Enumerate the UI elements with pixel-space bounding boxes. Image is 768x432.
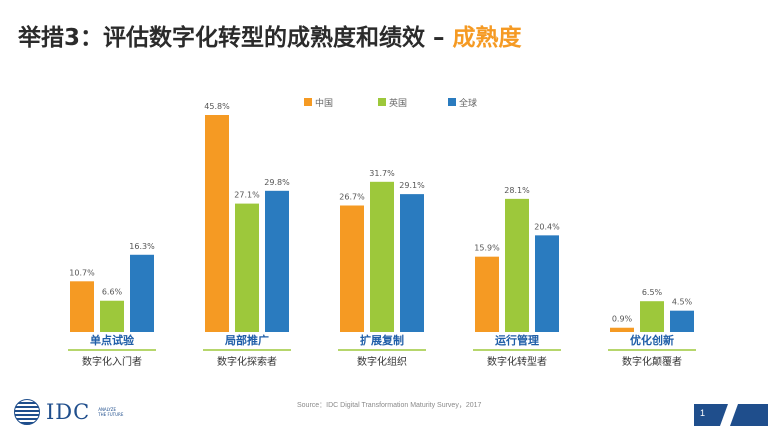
bar-value-label-1-1: 27.1%: [234, 191, 260, 200]
legend-swatch-0: [304, 98, 312, 106]
bar-value-label-0-1: 6.6%: [102, 288, 123, 297]
bar-4-0: [610, 327, 634, 332]
bar-value-label-3-2: 20.4%: [534, 222, 560, 231]
title-main: 举措3：评估数字化转型的成熟度和绩效 –: [18, 25, 453, 51]
stage-label-1: 局部推广: [224, 333, 269, 347]
bar-value-label-0-0: 10.7%: [69, 268, 95, 277]
page-number-box: 1: [694, 404, 768, 426]
logo-text: IDC: [46, 400, 91, 424]
bar-2-0: [340, 205, 364, 332]
bar-0-2: [130, 254, 154, 332]
bar-1-1: [235, 203, 259, 332]
page-box-notch: [719, 404, 739, 426]
bar-value-label-1-0: 45.8%: [204, 102, 230, 111]
legend-label-2: 全球: [459, 97, 477, 109]
source-note: Source：IDC Digital Transformation Maturi…: [297, 402, 482, 409]
stage-label-4: 优化创新: [630, 333, 674, 347]
bar-value-label-4-2: 4.5%: [672, 298, 693, 307]
legend-label-0: 中国: [315, 97, 333, 109]
bar-value-label-3-1: 28.1%: [504, 186, 530, 195]
stage-label-3: 运行管理: [495, 333, 539, 347]
globe-icon: [14, 399, 40, 425]
idc-logo: IDC ANALYZE THE FUTURE: [14, 399, 124, 425]
bar-3-2: [535, 235, 559, 332]
stage-label-0: 单点试验: [90, 333, 135, 347]
bar-3-1: [505, 198, 529, 332]
bar-value-label-2-2: 29.1%: [399, 181, 425, 190]
bar-0-1: [100, 300, 124, 332]
bar-value-label-4-0: 0.9%: [612, 315, 633, 324]
stage-sub-label-0: 数字化入门者: [82, 355, 142, 368]
page-number: 1: [700, 408, 706, 418]
bar-value-label-1-2: 29.8%: [264, 178, 290, 187]
stage-sub-label-2: 数字化组织: [357, 355, 407, 368]
title-highlight: 成熟度: [452, 25, 522, 51]
bar-2-2: [400, 194, 424, 332]
bar-value-label-3-0: 15.9%: [474, 244, 500, 253]
stage-sub-label-3: 数字化转型者: [487, 355, 547, 368]
stage-sub-label-1: 数字化探索者: [217, 355, 277, 368]
legend-label-1: 英国: [389, 97, 407, 109]
bar-1-2: [265, 190, 289, 332]
bar-2-1: [370, 181, 394, 332]
bar-4-1: [640, 301, 664, 332]
bar-value-label-4-1: 6.5%: [642, 288, 663, 297]
bar-0-0: [70, 281, 94, 332]
stage-label-2: 扩展复制: [360, 333, 404, 347]
logo-tagline: ANALYZE THE FUTURE: [98, 407, 124, 417]
bar-value-label-2-1: 31.7%: [369, 169, 395, 178]
bar-value-label-0-2: 16.3%: [129, 242, 155, 251]
bar-3-0: [475, 256, 499, 332]
legend-swatch-2: [448, 98, 456, 106]
bar-value-label-2-0: 26.7%: [339, 192, 365, 201]
bar-1-0: [205, 115, 229, 332]
legend-swatch-1: [378, 98, 386, 106]
page-title: 举措3：评估数字化转型的成熟度和绩效 – 成熟度: [18, 18, 522, 52]
stage-sub-label-4: 数字化颠覆者: [622, 355, 682, 368]
bar-4-2: [670, 310, 694, 332]
